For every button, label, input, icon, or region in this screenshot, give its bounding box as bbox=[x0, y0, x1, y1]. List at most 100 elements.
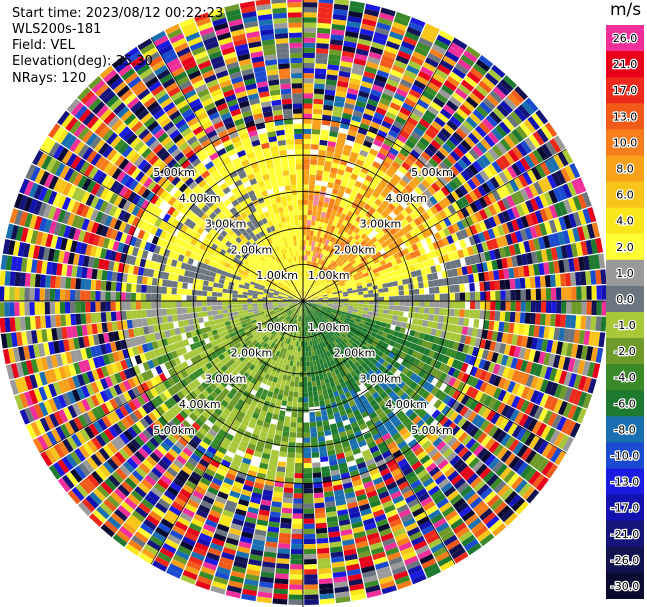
velocity-gate bbox=[317, 17, 332, 24]
velocity-gate bbox=[293, 493, 303, 499]
velocity-gate bbox=[556, 301, 562, 314]
velocity-gate bbox=[379, 336, 387, 343]
velocity-gate bbox=[312, 303, 318, 305]
velocity-gate bbox=[444, 510, 458, 522]
velocity-gate bbox=[412, 199, 421, 209]
velocity-gate bbox=[494, 174, 505, 187]
velocity-gate bbox=[595, 269, 602, 285]
velocity-gate bbox=[475, 105, 489, 118]
velocity-gate bbox=[308, 184, 315, 191]
velocity-gate bbox=[339, 224, 346, 231]
velocity-gate bbox=[483, 271, 490, 282]
velocity-gate bbox=[355, 48, 369, 57]
velocity-gate bbox=[315, 416, 323, 422]
velocity-gate bbox=[557, 355, 566, 370]
velocity-gate bbox=[471, 175, 481, 188]
velocity-gate bbox=[413, 366, 422, 376]
velocity-gate bbox=[418, 520, 433, 531]
velocity-gate bbox=[321, 260, 326, 266]
velocity-gate bbox=[287, 447, 296, 453]
velocity-gate bbox=[319, 312, 325, 316]
velocity-gate bbox=[332, 255, 338, 262]
velocity-gate bbox=[338, 241, 345, 248]
velocity-gate bbox=[380, 190, 389, 199]
velocity-gate bbox=[310, 250, 314, 257]
velocity-gate bbox=[386, 398, 395, 407]
velocity-gate bbox=[318, 312, 324, 317]
velocity-gate bbox=[487, 68, 503, 82]
velocity-gate bbox=[307, 297, 313, 300]
velocity-gate bbox=[416, 352, 424, 361]
velocity-gate bbox=[577, 391, 588, 407]
velocity-gate bbox=[492, 443, 504, 457]
velocity-gate bbox=[421, 363, 430, 372]
velocity-gate bbox=[309, 282, 314, 288]
velocity-gate bbox=[444, 183, 455, 194]
velocity-gate bbox=[439, 372, 448, 382]
velocity-gate bbox=[330, 225, 336, 232]
velocity-gate bbox=[508, 322, 515, 334]
velocity-gate bbox=[315, 411, 322, 417]
velocity-gate bbox=[469, 224, 478, 235]
velocity-gate bbox=[490, 290, 496, 301]
velocity-gate bbox=[320, 379, 326, 386]
velocity-gate bbox=[343, 319, 350, 324]
velocity-gate bbox=[289, 432, 297, 438]
velocity-gate bbox=[401, 375, 410, 384]
velocity-gate bbox=[483, 134, 496, 148]
velocity-gate bbox=[325, 79, 337, 86]
velocity-gate bbox=[427, 81, 441, 93]
velocity-gate bbox=[305, 255, 308, 261]
velocity-gate bbox=[309, 174, 316, 181]
velocity-gate bbox=[338, 253, 344, 260]
velocity-gate bbox=[340, 332, 347, 339]
velocity-gate bbox=[383, 291, 389, 297]
velocity-gate bbox=[315, 257, 320, 264]
velocity-gate bbox=[553, 218, 563, 232]
velocity-gate bbox=[339, 271, 346, 277]
velocity-gate bbox=[360, 339, 367, 346]
velocity-gate bbox=[341, 154, 350, 162]
velocity-gate bbox=[425, 327, 432, 335]
velocity-gate bbox=[347, 87, 359, 96]
velocity-gate bbox=[370, 351, 377, 359]
velocity-gate bbox=[351, 357, 358, 364]
velocity-gate bbox=[402, 489, 415, 500]
velocity-gate bbox=[469, 282, 475, 292]
velocity-gate bbox=[437, 555, 453, 567]
velocity-gate bbox=[462, 120, 475, 132]
velocity-gate bbox=[553, 260, 560, 274]
velocity-gate bbox=[399, 327, 406, 334]
velocity-gate bbox=[411, 507, 425, 518]
velocity-gate bbox=[422, 500, 436, 512]
velocity-gate bbox=[470, 388, 480, 400]
velocity-gate bbox=[317, 283, 322, 288]
velocity-gate bbox=[446, 269, 454, 278]
velocity-gate bbox=[474, 199, 484, 211]
velocity-gate bbox=[321, 227, 327, 234]
velocity-gate bbox=[342, 208, 349, 216]
velocity-gate bbox=[478, 272, 485, 282]
velocity-gate bbox=[330, 267, 336, 273]
velocity-gate bbox=[321, 384, 327, 391]
velocity-gate bbox=[394, 138, 405, 148]
velocity-gate bbox=[402, 448, 414, 458]
velocity-gate bbox=[333, 302, 339, 305]
velocity-gate bbox=[389, 374, 398, 382]
velocity-gate bbox=[323, 274, 328, 280]
velocity-gate bbox=[482, 97, 496, 111]
velocity-gate bbox=[390, 347, 398, 354]
velocity-gate bbox=[358, 306, 364, 311]
velocity-gate bbox=[318, 2, 334, 9]
velocity-gate bbox=[342, 386, 350, 394]
velocity-gate bbox=[303, 528, 316, 535]
velocity-gate bbox=[326, 310, 332, 314]
velocity-gate bbox=[543, 191, 554, 206]
velocity-gate bbox=[312, 285, 317, 290]
velocity-gate bbox=[468, 190, 479, 202]
velocity-gate bbox=[406, 245, 414, 254]
velocity-gate bbox=[576, 177, 587, 193]
velocity-gate bbox=[374, 354, 381, 362]
velocity-gate bbox=[430, 386, 439, 396]
velocity-gate bbox=[356, 95, 368, 104]
